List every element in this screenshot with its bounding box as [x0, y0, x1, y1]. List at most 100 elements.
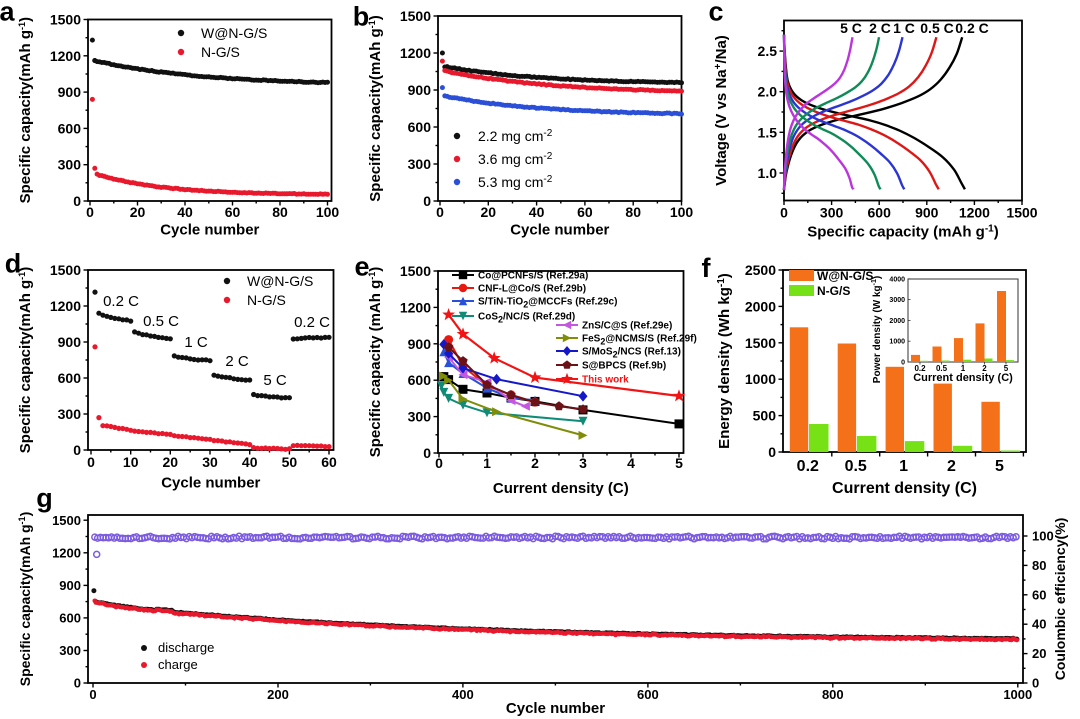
svg-text:2.0: 2.0	[758, 84, 778, 100]
svg-text:40: 40	[242, 454, 258, 470]
svg-text:80: 80	[272, 204, 288, 220]
svg-text:80: 80	[625, 204, 641, 220]
svg-text:600: 600	[408, 119, 432, 135]
svg-text:200: 200	[267, 687, 289, 702]
svg-text:0: 0	[436, 204, 444, 220]
svg-text:W@N-G/S: W@N-G/S	[247, 273, 313, 289]
svg-text:100: 100	[1032, 529, 1054, 544]
svg-text:N-G/S: N-G/S	[201, 44, 240, 60]
svg-text:5: 5	[995, 458, 1004, 475]
svg-text:0.5: 0.5	[845, 458, 867, 475]
svg-text:60: 60	[577, 204, 593, 220]
svg-text:0: 0	[73, 442, 81, 458]
svg-text:20: 20	[130, 204, 146, 220]
svg-text:Specific capacity (mAh g-1): Specific capacity (mAh g-1)	[367, 267, 384, 458]
svg-text:40: 40	[177, 204, 193, 220]
svg-text:3.6 mg cm-2: 3.6 mg cm-2	[478, 151, 553, 167]
svg-text:5 C: 5 C	[840, 20, 862, 36]
svg-text:40: 40	[529, 204, 545, 220]
svg-text:1000: 1000	[745, 371, 776, 387]
svg-text:CoS2/NC/S (Ref.29d): CoS2/NC/S (Ref.29d)	[478, 312, 575, 325]
svg-text:0: 0	[901, 360, 905, 367]
svg-text:100: 100	[316, 204, 340, 220]
svg-text:S/MoS2/NCS (Ref.13): S/MoS2/NCS (Ref.13)	[582, 347, 681, 360]
svg-text:ZnS/C@S (Ref.29e): ZnS/C@S (Ref.29e)	[582, 321, 672, 332]
svg-text:S@BPCS (Ref.9b): S@BPCS (Ref.9b)	[582, 361, 666, 372]
svg-text:W@N-G/S: W@N-G/S	[201, 25, 267, 41]
svg-text:800: 800	[822, 687, 844, 702]
svg-text:30: 30	[202, 454, 218, 470]
svg-text:0: 0	[74, 676, 81, 691]
svg-text:100: 100	[670, 204, 694, 220]
svg-text:0.5 C: 0.5 C	[143, 313, 179, 330]
svg-text:f: f	[702, 253, 712, 283]
svg-text:400: 400	[452, 687, 474, 702]
svg-text:0.2 C: 0.2 C	[955, 20, 988, 36]
svg-text:1500: 1500	[1006, 205, 1037, 221]
svg-text:1: 1	[483, 455, 491, 471]
svg-text:300: 300	[408, 409, 432, 425]
svg-text:1500: 1500	[50, 262, 81, 278]
svg-text:600: 600	[408, 372, 432, 388]
svg-text:0: 0	[423, 445, 431, 461]
svg-text:2 C: 2 C	[225, 353, 249, 370]
svg-text:Cycle number: Cycle number	[510, 222, 609, 239]
svg-text:Current density (C): Current density (C)	[493, 480, 629, 497]
svg-text:0: 0	[1032, 676, 1039, 691]
svg-text:300: 300	[408, 156, 432, 172]
svg-text:Power density (W kg-1): Power density (W kg-1)	[871, 276, 883, 383]
svg-text:0: 0	[89, 687, 96, 702]
svg-text:S/TiN-TiO2@MCCFs (Ref.29c): S/TiN-TiO2@MCCFs (Ref.29c)	[478, 297, 617, 310]
svg-text:300: 300	[58, 406, 82, 422]
svg-text:Voltage (V vs Na+/Na): Voltage (V vs Na+/Na)	[713, 35, 730, 186]
svg-text:5: 5	[675, 455, 683, 471]
svg-text:e: e	[354, 252, 369, 282]
svg-text:0: 0	[86, 204, 94, 220]
svg-text:0: 0	[87, 454, 95, 470]
svg-text:Energy density (Wh kg-1): Energy density (Wh kg-1)	[716, 273, 733, 449]
svg-text:500: 500	[753, 408, 777, 424]
svg-text:600: 600	[868, 205, 892, 221]
svg-text:1500: 1500	[400, 263, 431, 279]
svg-text:0: 0	[435, 455, 443, 471]
svg-text:60: 60	[321, 454, 337, 470]
svg-text:20: 20	[481, 204, 497, 220]
svg-text:3000: 3000	[889, 297, 905, 304]
svg-text:charge: charge	[158, 657, 198, 672]
svg-text:4000: 4000	[889, 276, 905, 283]
svg-text:40: 40	[1032, 617, 1046, 632]
svg-text:900: 900	[59, 578, 81, 593]
svg-text:1200: 1200	[52, 545, 81, 560]
svg-text:3: 3	[579, 455, 587, 471]
svg-text:1500: 1500	[50, 12, 81, 28]
svg-text:W@N-G/S: W@N-G/S	[817, 269, 873, 283]
svg-text:1500: 1500	[52, 513, 81, 528]
svg-text:900: 900	[915, 205, 939, 221]
svg-text:0: 0	[768, 444, 776, 460]
svg-text:50: 50	[282, 454, 298, 470]
svg-text:0.2 C: 0.2 C	[294, 314, 330, 331]
svg-text:80: 80	[1032, 558, 1046, 573]
svg-text:2000: 2000	[745, 298, 776, 314]
svg-text:1000: 1000	[889, 339, 905, 346]
svg-text:0.5: 0.5	[936, 364, 948, 373]
svg-text:2.2 mg cm-2: 2.2 mg cm-2	[478, 128, 553, 144]
svg-text:900: 900	[58, 334, 82, 350]
svg-text:900: 900	[408, 82, 432, 98]
svg-text:0: 0	[423, 193, 431, 209]
svg-text:2 C: 2 C	[869, 20, 891, 36]
svg-text:300: 300	[820, 205, 844, 221]
svg-text:a: a	[0, 0, 15, 27]
svg-text:900: 900	[408, 336, 432, 352]
svg-text:Cycle number: Cycle number	[160, 222, 259, 239]
svg-text:300: 300	[59, 643, 81, 658]
svg-text:Cycle number: Cycle number	[506, 700, 605, 717]
svg-text:20: 20	[1032, 646, 1046, 661]
svg-text:2500: 2500	[745, 262, 776, 278]
svg-text:N-G/S: N-G/S	[247, 292, 286, 308]
svg-text:discharge: discharge	[158, 640, 214, 655]
svg-text:0: 0	[73, 193, 81, 209]
svg-text:d: d	[5, 249, 22, 279]
svg-text:0: 0	[780, 205, 788, 221]
svg-text:Specific capacity (mAh g-1): Specific capacity (mAh g-1)	[807, 224, 998, 241]
